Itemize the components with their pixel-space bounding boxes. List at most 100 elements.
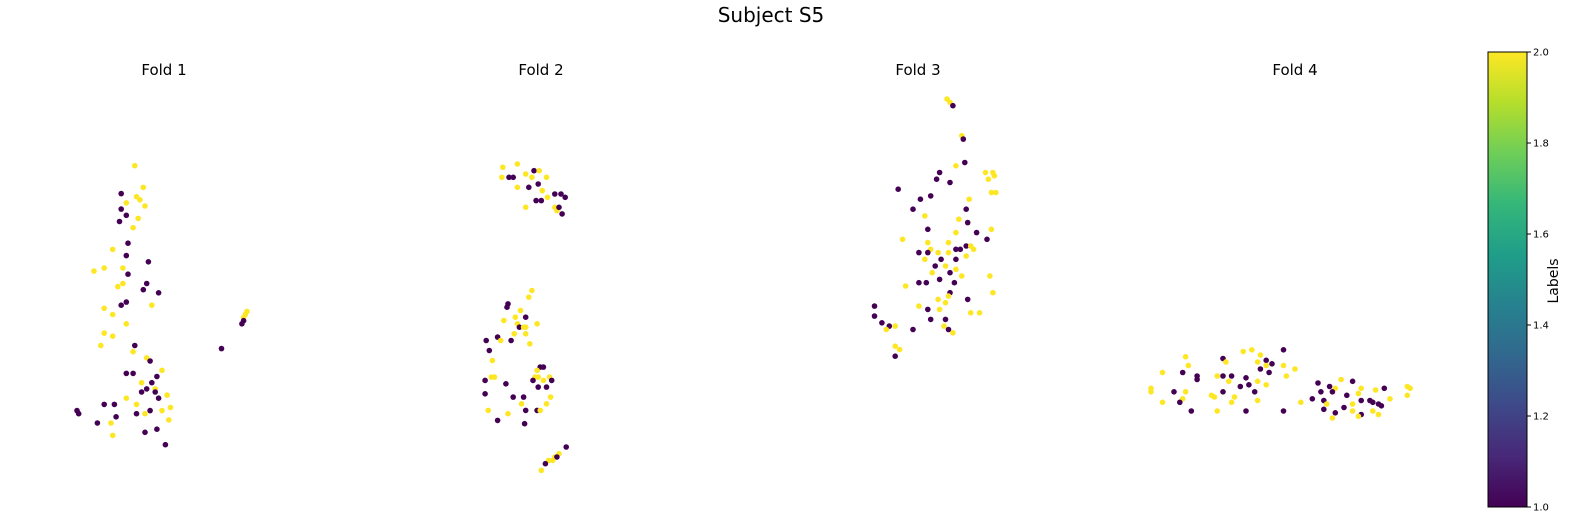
scatter-point	[933, 176, 940, 182]
scatter-point	[1254, 397, 1261, 404]
scatter-point	[497, 337, 504, 344]
figure-title: Subject S5	[718, 3, 825, 27]
scatter-point	[1407, 385, 1413, 392]
scatter-point	[491, 374, 498, 380]
scatter-point	[1171, 389, 1177, 395]
scatter-point	[522, 204, 529, 211]
scatter-point	[505, 410, 511, 417]
scatter-point	[1228, 399, 1235, 406]
scatter-point	[244, 308, 250, 315]
scatter-point	[538, 467, 545, 474]
scatter-point	[1188, 408, 1195, 414]
scatter-point	[521, 420, 528, 427]
scatter-point	[543, 401, 550, 407]
scatter-point	[899, 236, 906, 243]
scatter-point	[945, 293, 952, 299]
scatter-point	[75, 410, 82, 417]
scatter-point	[494, 417, 501, 424]
scatter-point	[135, 215, 141, 222]
scatter-point	[535, 384, 541, 390]
scatter-point	[536, 167, 542, 174]
colorbar-tick-label: 1.8	[1533, 139, 1549, 150]
scatter-point	[558, 191, 564, 197]
scatter-point	[1182, 389, 1189, 395]
scatter-point	[510, 174, 516, 181]
scatter-point	[154, 373, 160, 380]
scatter-point	[987, 273, 993, 279]
scatter-point	[1370, 408, 1376, 414]
scatter-point	[142, 203, 148, 209]
scatter-point	[1266, 369, 1272, 376]
scatter-point	[537, 407, 543, 414]
scatter-point	[932, 263, 938, 269]
scatter-point	[486, 347, 493, 354]
scatter-point	[94, 420, 101, 426]
scatter-point	[1332, 410, 1339, 416]
scatter-point	[166, 417, 172, 423]
scatter-point	[522, 331, 529, 337]
scatter-point	[966, 196, 972, 202]
scatter-point	[534, 367, 540, 374]
scatter-point	[167, 404, 174, 411]
scatter-point	[485, 407, 492, 414]
scatter-point	[118, 302, 124, 309]
scatter-point	[1228, 373, 1235, 379]
scatter-point	[142, 410, 148, 417]
scatter-point	[871, 303, 878, 309]
scatter-point	[535, 181, 541, 187]
scatter-point	[111, 401, 118, 408]
scatter-point	[123, 299, 130, 305]
panel-title: Fold 4	[1272, 61, 1317, 79]
scatter-point	[1254, 359, 1261, 365]
scatter-point	[547, 394, 554, 400]
scatter-point	[959, 273, 965, 279]
scatter-point	[489, 357, 496, 364]
scatter-point	[138, 389, 145, 395]
scatter-point	[942, 299, 949, 306]
scatter-point	[964, 296, 971, 303]
scatter-point	[896, 346, 903, 353]
scatter-point	[938, 256, 944, 263]
scatter-point	[892, 343, 898, 350]
scatter-point	[941, 323, 947, 329]
scatter-point	[552, 191, 558, 197]
scatter-point	[520, 324, 527, 331]
scatter-point	[910, 206, 916, 212]
scatter-point	[543, 174, 550, 181]
scatter-point	[925, 249, 931, 256]
scatter-point	[922, 256, 928, 263]
scatter-point	[542, 460, 549, 467]
scatter-point	[482, 377, 488, 384]
scatter-point	[935, 249, 941, 256]
scatter-point	[522, 407, 529, 414]
scatter-point	[526, 184, 532, 191]
scatter-point	[1257, 366, 1264, 372]
scatter-point	[917, 196, 924, 202]
colorbar-tick-label: 1.2	[1533, 412, 1549, 423]
scatter-point	[1404, 392, 1411, 399]
scatter-point	[511, 331, 517, 337]
scatter-point	[1214, 373, 1220, 379]
scatter-point	[218, 345, 225, 352]
scatter-point	[1220, 373, 1226, 379]
scatter-point	[538, 197, 545, 204]
panels: Fold 1 Fold 2 Fold 3 Fold 4	[74, 61, 1413, 474]
scatter-point	[1344, 392, 1350, 399]
scatter-point	[137, 197, 143, 203]
scatter-point	[108, 420, 114, 426]
scatter-point	[539, 187, 546, 194]
scatter-point	[522, 314, 529, 321]
scatter-point	[935, 296, 941, 303]
scatter-point	[953, 229, 959, 236]
scatter-point	[963, 243, 969, 249]
scatter-point	[101, 265, 107, 271]
scatter-point	[109, 246, 116, 253]
scatter-point	[91, 268, 97, 274]
scatter-point	[1251, 389, 1258, 395]
scatter-point	[916, 249, 922, 256]
colorbar-ticks: 1.0 1.2 1.4 1.6 1.8 2.0	[1527, 48, 1549, 514]
scatter-point	[1280, 347, 1287, 353]
scatter-point	[510, 394, 516, 400]
scatter-point	[1375, 411, 1382, 418]
